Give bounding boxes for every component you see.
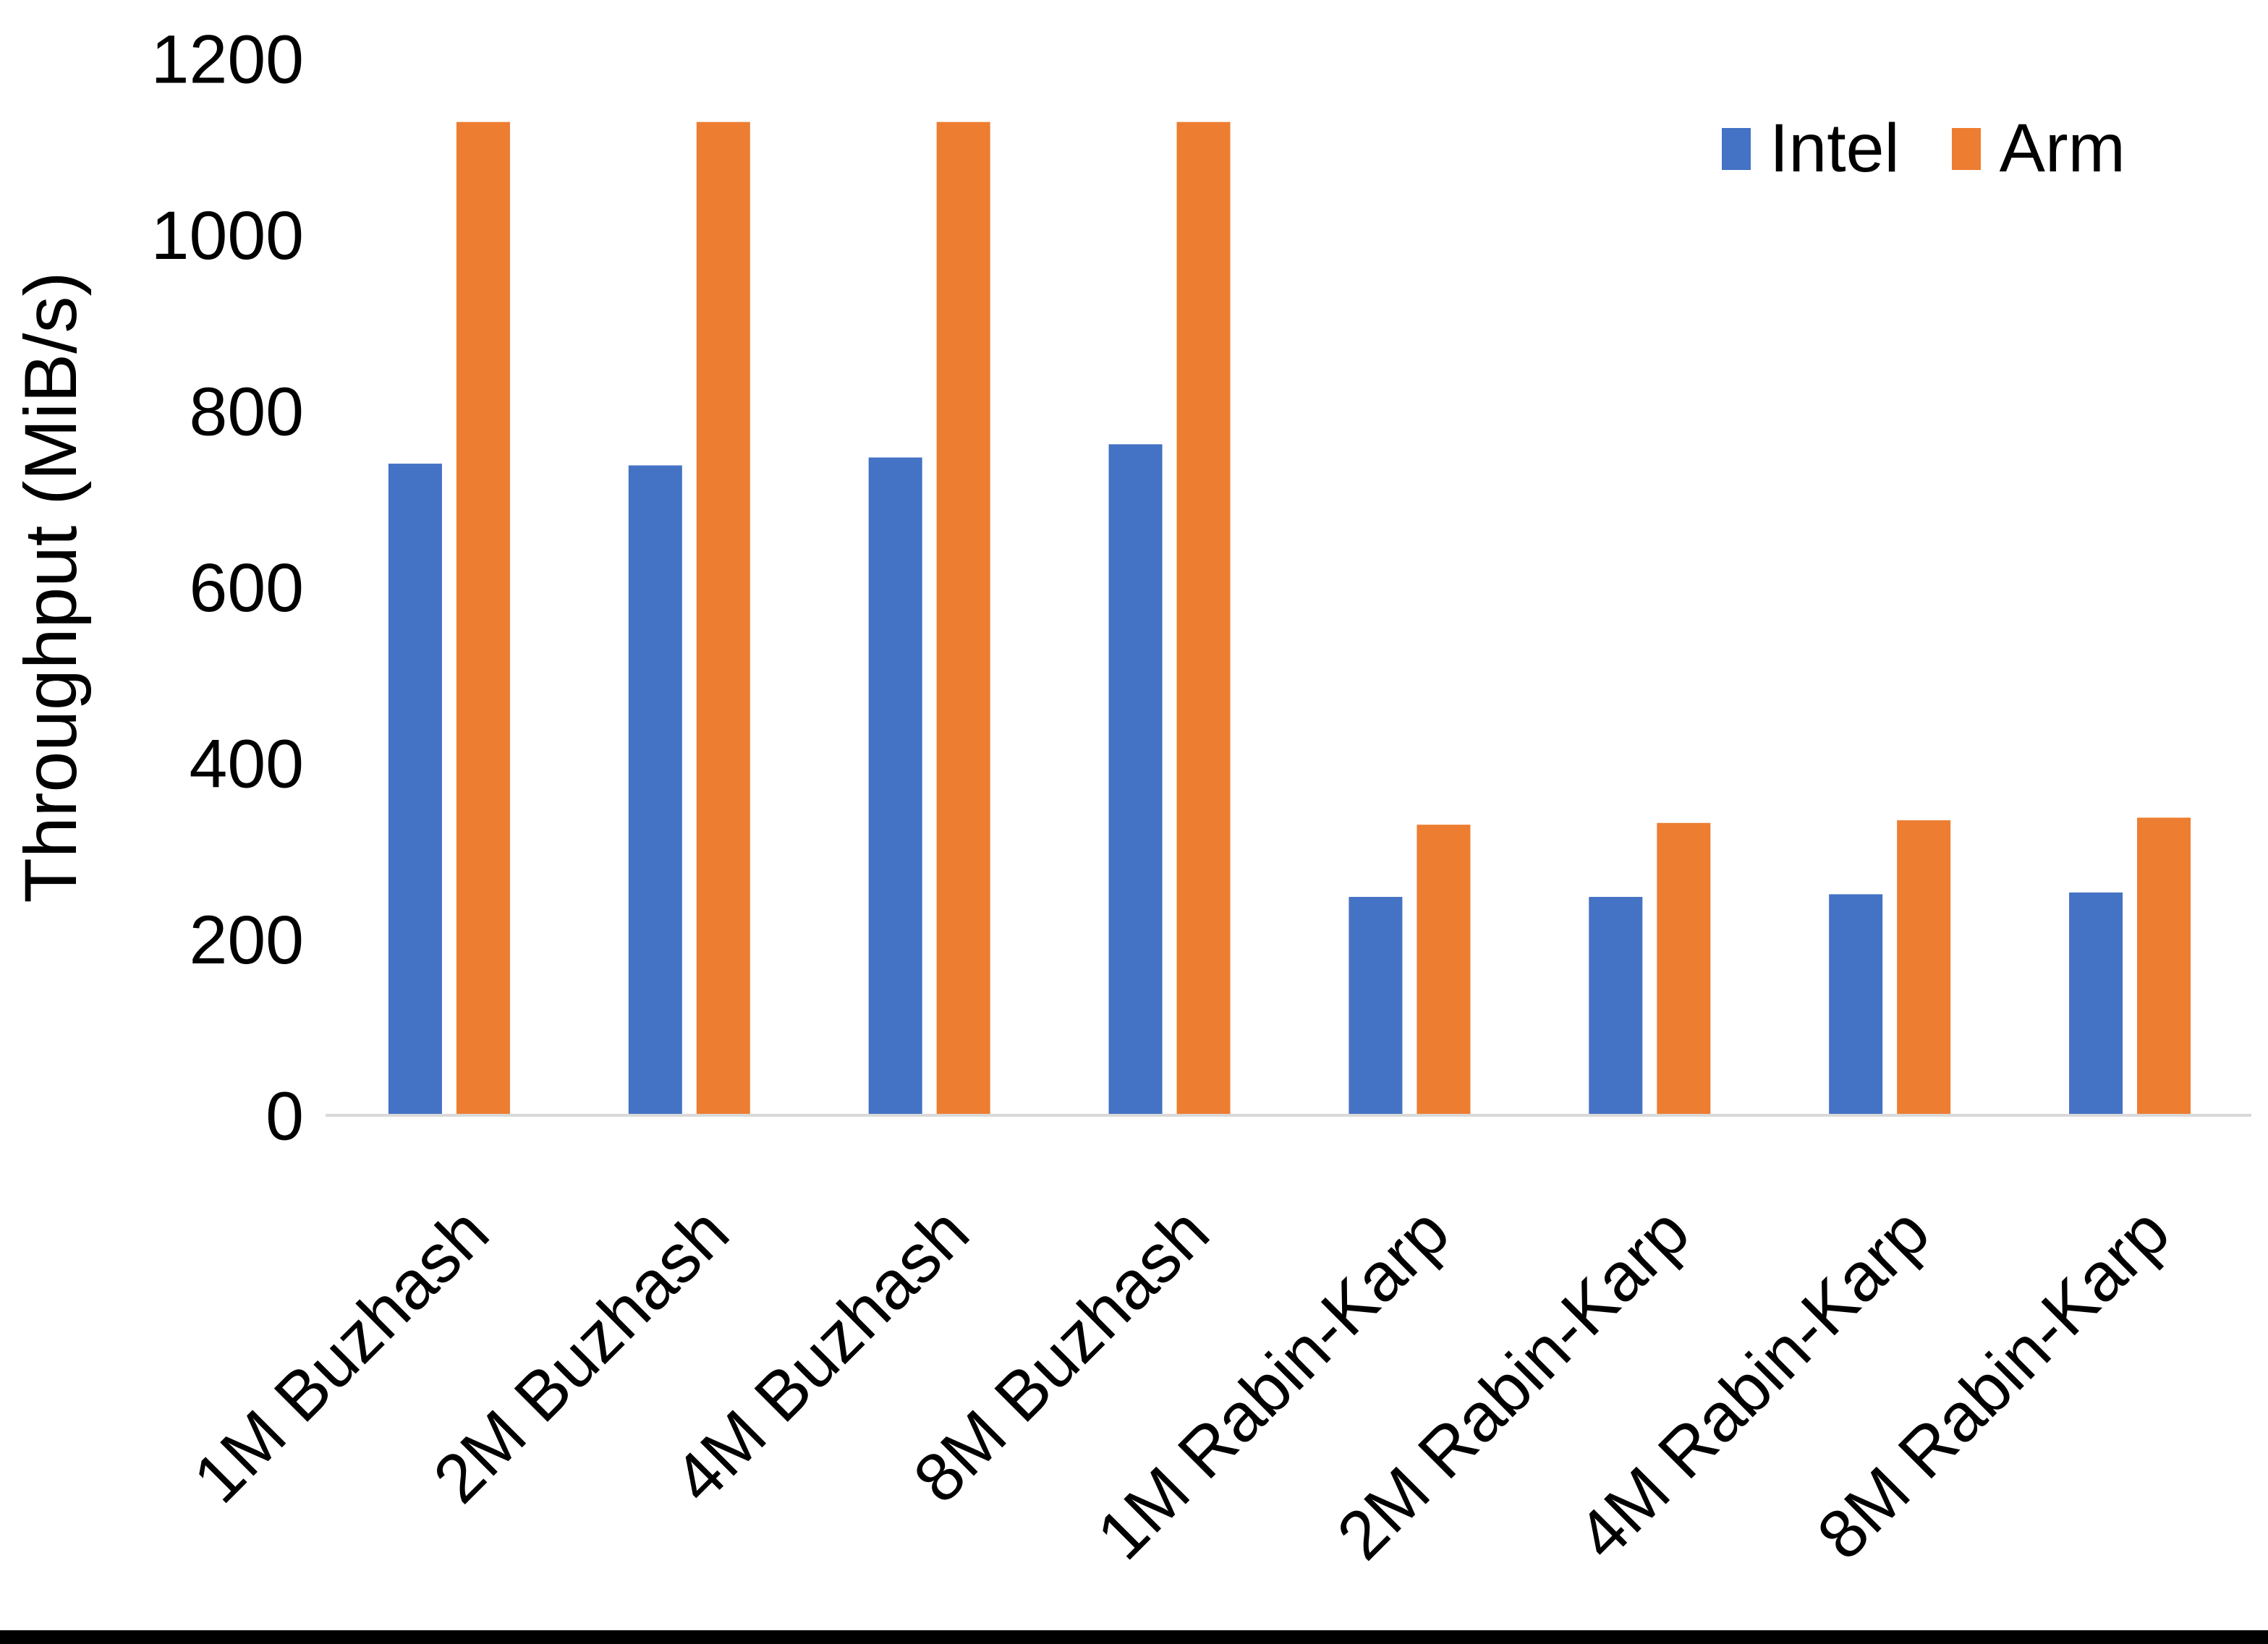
legend-swatch-arm — [1951, 127, 1981, 170]
y-tick-label: 200 — [189, 902, 304, 979]
legend-label: Intel — [1770, 110, 1900, 187]
bar-arm-5 — [1657, 822, 1711, 1115]
legend-label: Arm — [1999, 110, 2125, 187]
bar-intel-1 — [628, 465, 682, 1115]
y-axis-ticks: 0 200 400 600 800 1000 1200 — [151, 21, 304, 1154]
legend-swatch-intel — [1722, 127, 1751, 170]
bar-intel-2 — [868, 457, 922, 1115]
y-tick-label: 0 — [266, 1078, 304, 1154]
y-tick-label: 800 — [189, 373, 304, 450]
bar-intel-7 — [2069, 892, 2123, 1115]
y-tick-label: 1000 — [151, 197, 304, 274]
y-axis-title: Throughput (MiB/s) — [9, 272, 92, 903]
bar-arm-4 — [1417, 825, 1471, 1115]
legend: Intel Arm — [1722, 114, 2125, 183]
bar-arm-1 — [696, 122, 750, 1115]
bottom-border — [0, 1630, 2268, 1644]
bar-intel-4 — [1349, 897, 1403, 1115]
y-tick-label: 400 — [189, 725, 304, 802]
y-tick-label: 1200 — [151, 21, 304, 98]
bar-arm-2 — [936, 122, 990, 1115]
bar-arm-3 — [1176, 122, 1231, 1115]
bar-intel-5 — [1589, 897, 1643, 1115]
bar-intel-3 — [1108, 444, 1163, 1115]
bars-group — [388, 122, 2191, 1115]
bar-intel-0 — [388, 464, 442, 1115]
y-tick-label: 600 — [189, 550, 304, 626]
legend-entry-intel: Intel — [1722, 114, 1900, 183]
legend-entry-arm: Arm — [1951, 110, 2125, 187]
bar-arm-7 — [2137, 817, 2191, 1115]
bar-arm-0 — [456, 122, 510, 1115]
bar-intel-6 — [1829, 894, 1883, 1115]
bar-arm-6 — [1897, 820, 1951, 1115]
